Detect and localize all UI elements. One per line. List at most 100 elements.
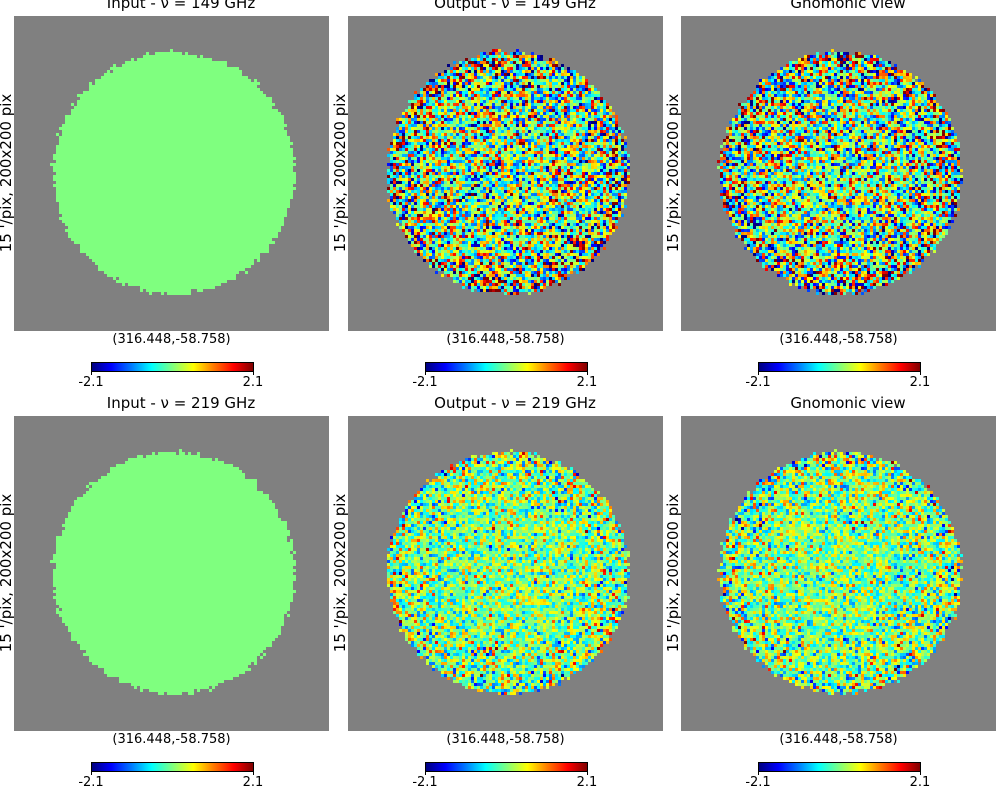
map-pixel	[275, 175, 278, 178]
map-pixel	[182, 277, 185, 280]
map-pixel	[191, 256, 194, 259]
map-pixel	[266, 193, 269, 196]
map-pixel	[257, 154, 260, 157]
map-pixel	[140, 205, 143, 208]
map-pixel	[74, 205, 77, 208]
map-pixel	[119, 142, 122, 145]
map-pixel	[86, 139, 89, 142]
map-pixel	[194, 166, 197, 169]
map-pixel	[224, 64, 227, 67]
map-pixel	[182, 274, 185, 277]
map-pixel	[209, 178, 212, 181]
map-pixel	[134, 142, 137, 145]
map-pixel	[149, 85, 152, 88]
map-pixel	[221, 253, 224, 256]
map-pixel	[62, 151, 65, 154]
map-pixel	[233, 256, 236, 259]
map-pixel	[197, 61, 200, 64]
map-pixel	[95, 136, 98, 139]
map-pixel	[218, 145, 221, 148]
map-pixel	[242, 169, 245, 172]
map-pixel	[203, 172, 206, 175]
map-pixel	[155, 232, 158, 235]
map-pixel	[77, 208, 80, 211]
map-pixel	[188, 256, 191, 259]
map-pixel	[203, 112, 206, 115]
map-pixel	[92, 175, 95, 178]
map-pixel	[176, 145, 179, 148]
map-pixel	[104, 256, 107, 259]
map-pixel	[110, 106, 113, 109]
map-pixel	[170, 151, 173, 154]
map-pixel	[140, 175, 143, 178]
map-pixel	[74, 199, 77, 202]
map-pixel	[155, 151, 158, 154]
map-pixel	[146, 67, 149, 70]
map-pixel	[230, 76, 233, 79]
map-pixel	[218, 202, 221, 205]
map-pixel	[200, 214, 203, 217]
map-pixel	[149, 139, 152, 142]
map-pixel	[179, 256, 182, 259]
map-pixel	[137, 145, 140, 148]
map-pixel	[155, 256, 158, 259]
map-pixel	[173, 124, 176, 127]
map-pixel	[257, 175, 260, 178]
map-pixel	[98, 166, 101, 169]
map-pixel	[224, 217, 227, 220]
map-pixel	[95, 199, 98, 202]
map-pixel	[278, 205, 281, 208]
map-pixel	[290, 154, 293, 157]
map-pixel	[209, 235, 212, 238]
map-pixel	[230, 247, 233, 250]
map-pixel	[149, 274, 152, 277]
map-pixel	[92, 193, 95, 196]
map-pixel	[200, 208, 203, 211]
map-pixel	[182, 184, 185, 187]
map-pixel	[263, 238, 266, 241]
map-pixel	[239, 94, 242, 97]
map-pixel	[194, 133, 197, 136]
map-pixel	[80, 166, 83, 169]
map-pixel	[290, 172, 293, 175]
map-pixel	[197, 241, 200, 244]
map-pixel	[149, 277, 152, 280]
map-pixel	[131, 193, 134, 196]
map-pixel	[191, 154, 194, 157]
map-pixel	[113, 277, 116, 280]
map-pixel	[215, 151, 218, 154]
map-pixel	[101, 97, 104, 100]
map-pixel	[266, 142, 269, 145]
map-pixel	[128, 103, 131, 106]
map-pixel	[149, 97, 152, 100]
map-pixel	[113, 169, 116, 172]
map-pixel	[221, 259, 224, 262]
map-pixel	[137, 199, 140, 202]
map-pixel	[221, 73, 224, 76]
map-pixel	[128, 262, 131, 265]
map-pixel	[206, 211, 209, 214]
map-pixel	[152, 70, 155, 73]
map-pixel	[149, 76, 152, 79]
map-pixel	[92, 172, 95, 175]
map-pixel	[158, 163, 161, 166]
map-pixel	[176, 94, 179, 97]
map-pixel	[236, 136, 239, 139]
map-pixel	[215, 223, 218, 226]
map-pixel	[170, 109, 173, 112]
map-pixel	[257, 127, 260, 130]
map-pixel	[197, 103, 200, 106]
map-pixel	[62, 178, 65, 181]
map-pixel	[284, 190, 287, 193]
map-pixel	[185, 154, 188, 157]
map-pixel	[248, 196, 251, 199]
map-pixel	[209, 124, 212, 127]
map-pixel	[278, 115, 281, 118]
map-pixel	[110, 211, 113, 214]
map-pixel	[104, 154, 107, 157]
map-pixel	[146, 268, 149, 271]
map-pixel	[161, 232, 164, 235]
map-pixel	[194, 109, 197, 112]
map-pixel	[161, 115, 164, 118]
map-pixel	[200, 193, 203, 196]
